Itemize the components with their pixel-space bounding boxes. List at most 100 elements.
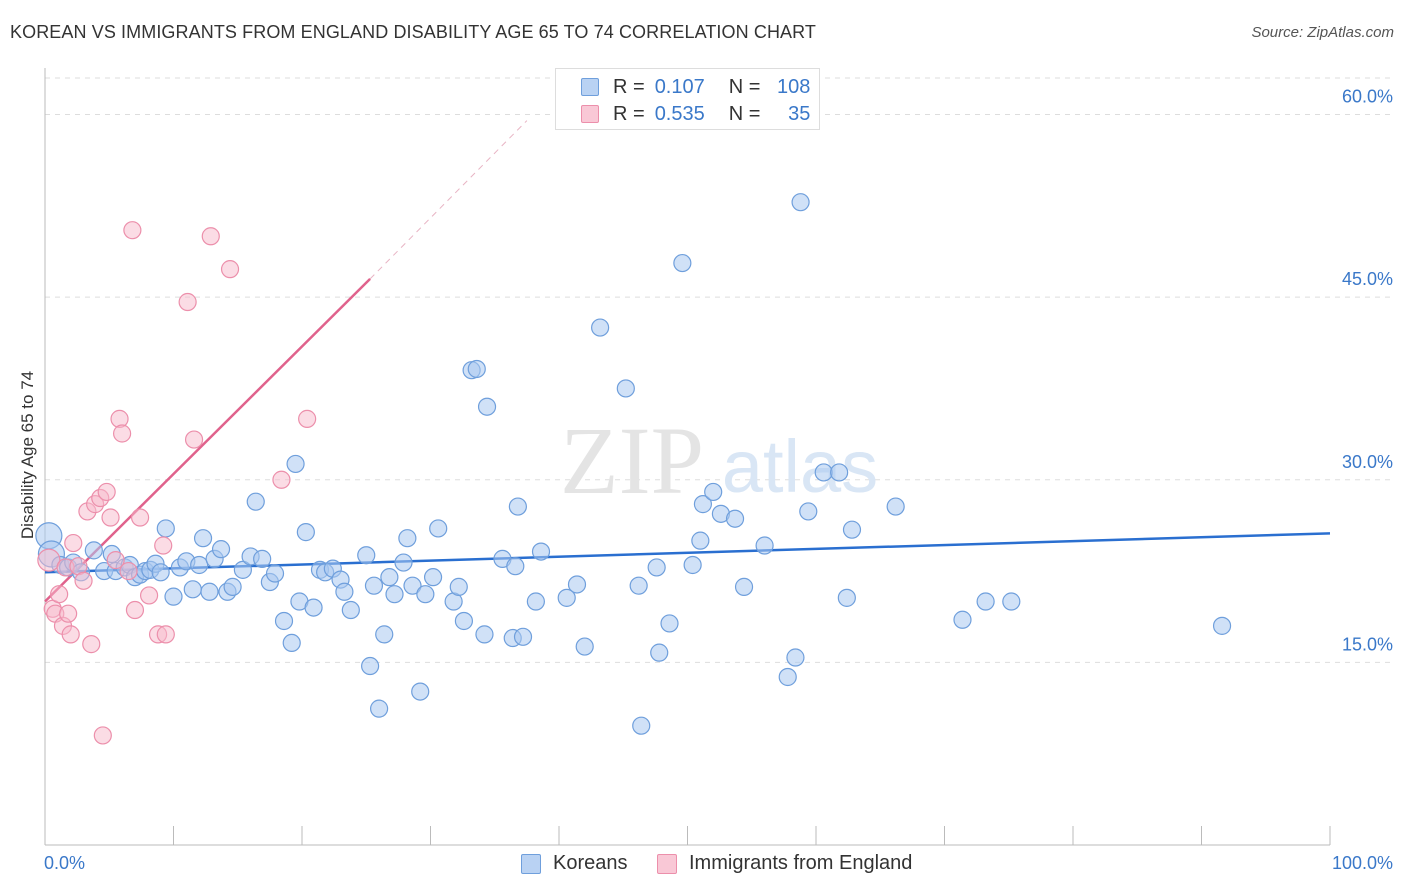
legend-row-koreans: R = 0.107 N = 108 xyxy=(581,76,810,98)
england-point xyxy=(101,508,120,527)
england-point xyxy=(201,227,220,246)
england-point xyxy=(64,533,83,553)
korean-point xyxy=(814,463,833,482)
legend-n-value: 108 xyxy=(777,75,811,98)
korean-point xyxy=(398,529,417,548)
korean-point xyxy=(233,560,252,579)
england-point xyxy=(125,600,145,620)
legend-n-value: 35 xyxy=(788,102,811,125)
korean-point xyxy=(193,529,213,548)
england-point xyxy=(82,635,101,654)
england-point xyxy=(119,561,138,581)
korean-point xyxy=(683,555,702,575)
data-points xyxy=(35,193,1232,745)
korean-point xyxy=(673,253,692,273)
korean-point xyxy=(423,568,443,587)
legend-r-key: R = xyxy=(613,102,645,125)
korean-point xyxy=(1002,592,1021,611)
korean-point xyxy=(394,553,413,572)
watermark-atlas: atlas xyxy=(722,425,878,508)
korean-point xyxy=(429,519,448,538)
korean-point xyxy=(616,379,635,398)
x-tick-label: 0.0% xyxy=(44,853,85,873)
korean-point xyxy=(416,585,435,604)
korean-point xyxy=(357,546,376,565)
korean-point xyxy=(567,575,587,594)
korean-point xyxy=(296,523,315,542)
legend-row-england: R = 0.535 N = 35 xyxy=(581,103,810,125)
korean-point xyxy=(650,643,669,662)
legend-swatch-koreans xyxy=(581,78,599,96)
axes xyxy=(44,68,1331,846)
tick-labels: 15.0% 30.0% 45.0% 60.0% 0.0% 100.0% xyxy=(44,87,1393,873)
korean-point xyxy=(508,497,527,516)
england-point xyxy=(220,260,240,279)
england-trend-extension xyxy=(369,120,528,280)
legend-swatch-england xyxy=(581,105,599,123)
korean-point xyxy=(335,582,354,601)
korean-point xyxy=(84,541,103,560)
korean-point xyxy=(477,397,497,416)
england-point xyxy=(156,625,175,644)
korean-point xyxy=(734,577,754,596)
korean-point xyxy=(886,497,905,516)
england-point xyxy=(50,585,69,604)
korean-point xyxy=(454,611,474,631)
stats-legend: R = 0.107 N = 108 R = 0.535 N = 35 xyxy=(555,68,820,130)
england-point xyxy=(97,482,116,502)
england-point xyxy=(139,586,159,605)
korean-point xyxy=(403,576,422,595)
korean-point xyxy=(799,502,818,521)
korean-point xyxy=(791,193,810,212)
korean-point xyxy=(253,549,272,568)
korean-point xyxy=(304,598,323,617)
legend-r-key: R = xyxy=(613,75,645,98)
chart-title: KOREAN VS IMMIGRANTS FROM ENGLAND DISABI… xyxy=(10,22,817,42)
korean-point xyxy=(786,648,805,667)
england-point xyxy=(112,424,132,443)
england-point xyxy=(130,508,150,527)
korean-point xyxy=(151,563,170,582)
y-tick-label: 30.0% xyxy=(1342,452,1393,472)
england-point xyxy=(123,221,142,240)
korean-point xyxy=(200,582,219,601)
korean-point xyxy=(660,614,679,633)
korean-point xyxy=(411,682,430,701)
england-point xyxy=(184,430,204,449)
korean-point xyxy=(976,592,995,611)
korean-point xyxy=(286,454,305,474)
korean-point xyxy=(778,667,797,687)
korean-point xyxy=(591,318,610,337)
korean-point xyxy=(506,557,525,576)
korean-point xyxy=(575,637,594,656)
korean-point xyxy=(1212,616,1232,635)
korean-point xyxy=(704,482,723,502)
korean-point xyxy=(647,558,666,577)
korean-point xyxy=(632,716,651,735)
korean-point xyxy=(364,576,384,595)
england-point xyxy=(61,625,80,644)
korean-point xyxy=(274,611,294,631)
england-swatch xyxy=(657,853,677,874)
england-point xyxy=(37,548,61,572)
y-axis-label: Disability Age 65 to 74 xyxy=(18,371,37,539)
korean-point xyxy=(164,587,183,606)
korean-point xyxy=(531,542,551,561)
korean-point xyxy=(449,577,468,596)
korean-point xyxy=(557,588,576,607)
watermark-zip: ZIP xyxy=(560,407,704,514)
korean-point xyxy=(693,495,713,514)
korean-point xyxy=(370,699,389,718)
korean-point xyxy=(837,588,856,607)
korean-point xyxy=(265,564,285,583)
legend-item-england: Immigrants from England xyxy=(657,852,912,875)
legend-n-key: N = xyxy=(728,75,761,98)
korean-point xyxy=(385,585,404,604)
koreans-label: Koreans xyxy=(553,852,628,874)
england-point xyxy=(298,409,317,428)
korean-point xyxy=(190,555,209,575)
series-legend: Koreans Immigrants from England xyxy=(0,852,1406,878)
korean-point xyxy=(725,509,745,528)
y-tick-label: 15.0% xyxy=(1342,634,1393,654)
